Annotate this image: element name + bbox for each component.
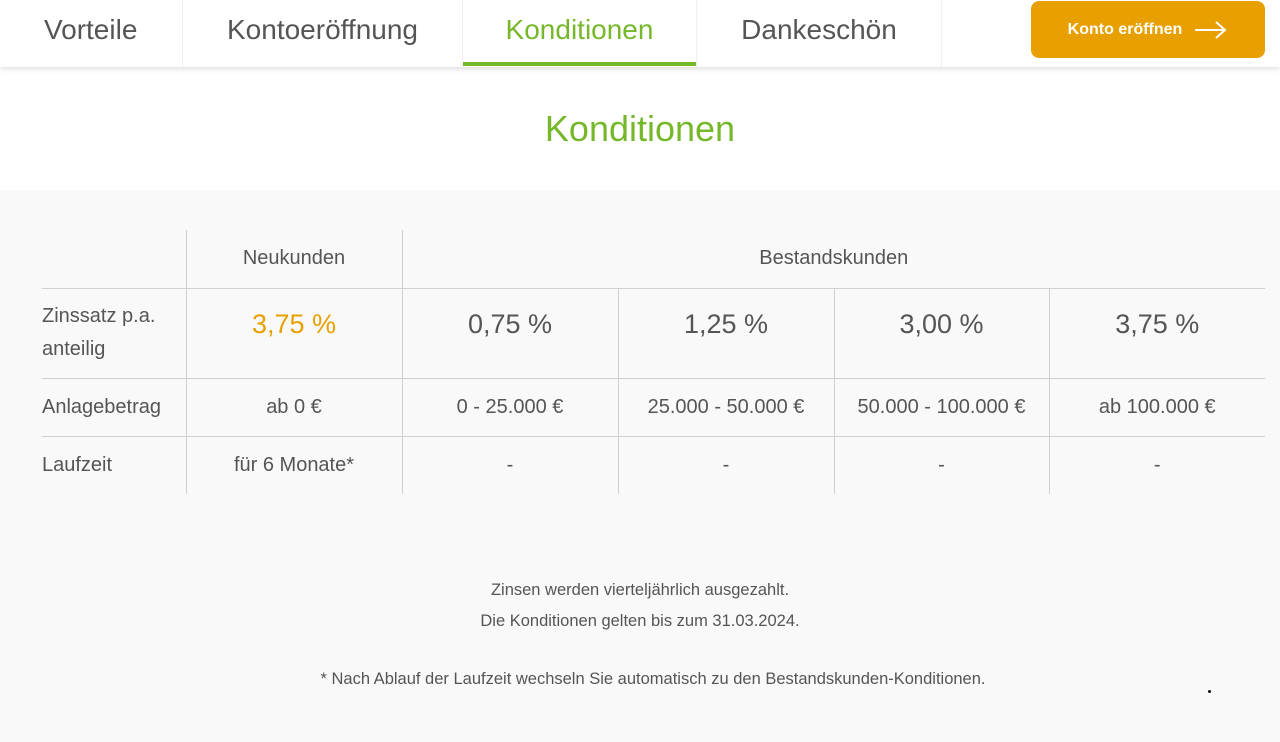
header-blank-cell [42,230,187,289]
amount-cell-new: ab 0 € [186,378,403,437]
amount-cell-tier-1: 0 - 25.000 € [402,378,619,437]
row-label-amount: Anlagebetrag [42,378,187,437]
row-label-term: Laufzeit [42,436,187,494]
term-cell-tier-2: - [618,436,835,494]
tab-vorteile[interactable]: Vorteile [0,0,183,67]
decorative-dot [1208,690,1211,693]
amount-cell-tier-3: 50.000 - 100.000 € [834,378,1050,437]
rate-cell-tier-4: 3,75 % [1049,288,1266,379]
term-cell-tier-3: - [834,436,1050,494]
tab-konditionen[interactable]: Konditionen [463,0,697,67]
table-row-term: Laufzeit für 6 Monate* - - - - [42,436,1265,494]
rate-cell-tier-2: 1,25 % [618,288,835,379]
table-row-amount: Anlagebetrag ab 0 € 0 - 25.000 € 25.000 … [42,378,1266,437]
arrow-right-icon [1194,20,1228,40]
table-row-interest-rate: Zinssatz p.a. anteilig 3,75 % 0,75 % 1,2… [42,288,1266,379]
note-validity: Die Konditionen gelten bis zum 31.03.202… [480,612,800,630]
term-cell-tier-1: - [402,436,619,494]
rate-cell-tier-3: 3,00 % [834,288,1050,379]
tab-dankeschoen[interactable]: Dankeschön [697,0,942,67]
header-new-customers: Neukunden [186,230,403,289]
footnote: * Nach Ablauf der Laufzeit wechseln Sie … [320,670,986,688]
amount-cell-tier-4: ab 100.000 € [1049,378,1266,437]
row-label-interest-rate: Zinssatz p.a. anteilig [42,288,187,379]
open-account-button-label: Konto eröffnen [1067,20,1183,38]
tab-kontoeroeffnung[interactable]: Kontoeröffnung [183,0,463,67]
term-cell-tier-4: - [1153,453,1161,476]
page-title: Konditionen [544,108,736,149]
conditions-panel: Neukunden Bestandskunden Zinssatz p.a. a… [0,190,1280,742]
top-navigation: Vorteile Kontoeröffnung Konditionen Dank… [0,0,1280,67]
open-account-button[interactable]: Konto eröffnen [1031,1,1265,58]
table-header-row: Neukunden Bestandskunden [42,230,1266,289]
rate-cell-new: 3,75 % [186,288,403,379]
rate-cell-tier-1: 0,75 % [402,288,619,379]
conditions-table: Neukunden Bestandskunden Zinssatz p.a. a… [42,230,1266,494]
amount-cell-tier-2: 25.000 - 50.000 € [618,378,835,437]
note-payout: Zinsen werden vierteljährlich ausgezahlt… [490,581,790,599]
header-existing-customers: Bestandskunden [402,230,1266,289]
term-cell-new: für 6 Monate* [186,436,403,494]
conditions-notes: Zinsen werden vierteljährlich ausgezahlt… [0,575,1280,637]
